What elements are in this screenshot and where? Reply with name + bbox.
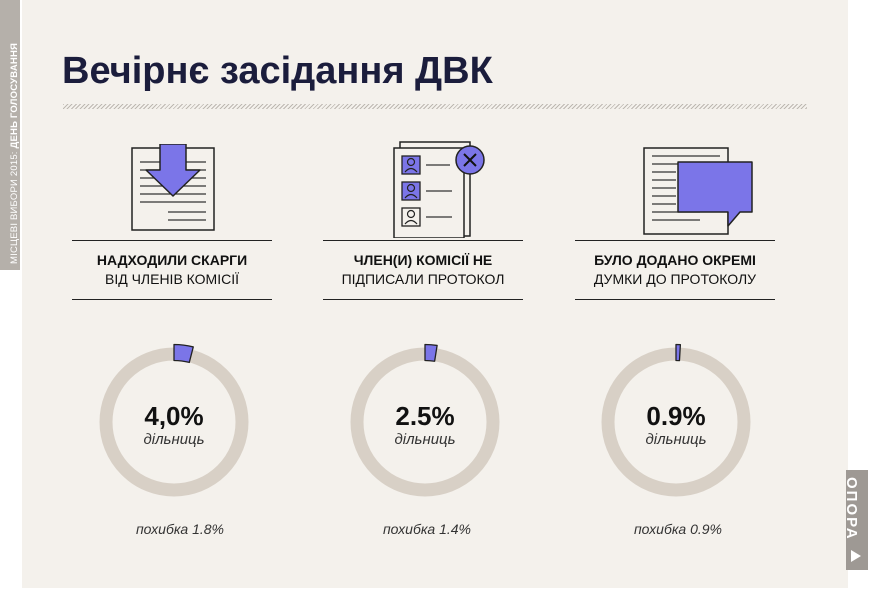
donut-center: 0.9% дільниць [596,403,756,449]
page-title: Вечірнє засідання ДВК [62,50,493,92]
donut-value-slice [173,343,194,364]
unsigned-protocol-icon [393,141,485,238]
label-line1: НАДХОДИЛИ СКАРГИ [96,252,248,269]
document-download-icon [131,144,215,231]
side-label: МІСЦЕВІ ВИБОРИ 2015: ДЕНЬ ГОЛОСУВАННЯ [9,42,20,264]
play-icon [851,550,861,562]
donut-center: 4,0% дільниць [94,403,254,449]
percent-value: 4,0% [144,401,204,431]
donut-chart-complaints [99,343,249,497]
title-divider [63,104,807,109]
unit-label: дільниць [394,431,456,448]
brand-bar [846,470,868,570]
donut-value-slice [675,343,682,362]
document-comment-icon [643,147,753,235]
donut-chart-separate-opinions [601,343,751,497]
brand-logo: ОПОРА [843,477,860,541]
unit-label: дільниць [143,431,205,448]
percent-value: 0.9% [646,401,706,431]
label-line1: ЧЛЕН(И) КОМІСІЇ НЕ [353,252,493,269]
percent-value: 2.5% [395,401,455,431]
error-margin: похибка 0.9% [633,521,723,537]
label-line2: ПІДПИСАЛИ ПРОТОКОЛ [341,271,505,287]
unit-label: дільниць [645,431,707,448]
donut-value-slice [424,343,438,362]
label-line2: ДУМКИ ДО ПРОТОКОЛУ [593,271,757,287]
error-margin: похибка 1.4% [382,521,472,537]
donut-chart-unsigned-protocol [350,343,500,497]
error-margin: похибка 1.8% [135,521,225,537]
label-complaints: НАДХОДИЛИ СКАРГИ ВІД ЧЛЕНІВ КОМІСІЇ [72,240,272,300]
label-line1: БУЛО ДОДАНО ОКРЕМІ [594,252,756,269]
side-label-bar [0,0,20,270]
donut-center: 2.5% дільниць [345,403,505,449]
label-line2: ВІД ЧЛЕНІВ КОМІСІЇ [104,271,239,287]
label-unsigned-protocol: ЧЛЕН(И) КОМІСІЇ НЕ ПІДПИСАЛИ ПРОТОКОЛ [323,240,523,300]
label-separate-opinions: БУЛО ДОДАНО ОКРЕМІ ДУМКИ ДО ПРОТОКОЛУ [575,240,775,300]
